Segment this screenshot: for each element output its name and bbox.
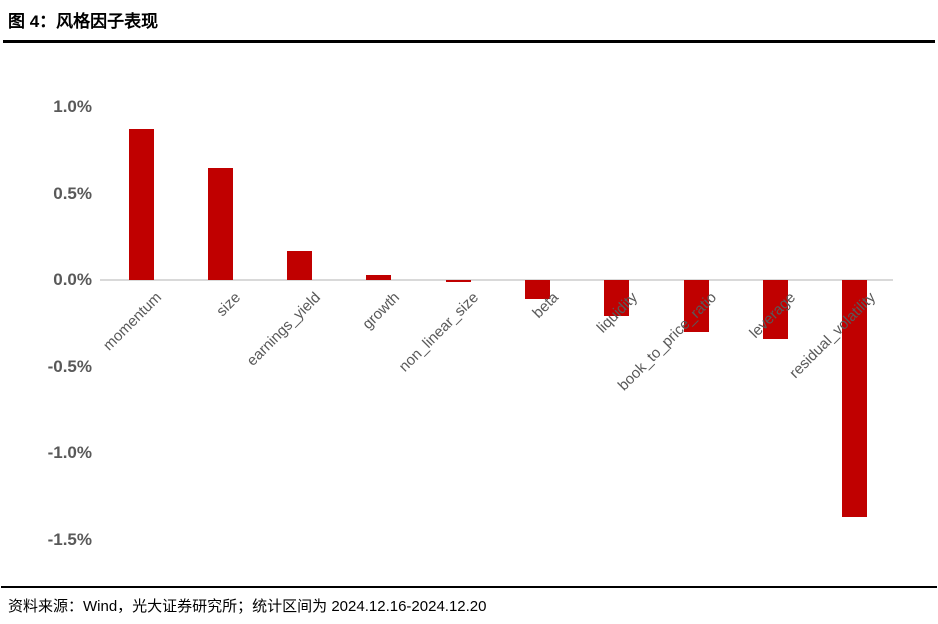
- bar-growth: [366, 274, 392, 280]
- x-tick-label-momentum: momentum: [99, 289, 166, 355]
- x-axis-line: [100, 279, 893, 281]
- bar-leverage: [762, 280, 788, 339]
- x-tick-label-size: size: [213, 289, 245, 320]
- title-rule: [3, 40, 935, 43]
- x-tick-label-earnings_yield: earnings_yield: [243, 289, 324, 370]
- bar-momentum: [128, 129, 154, 280]
- y-tick-label: 1.0%: [53, 97, 92, 116]
- y-tick-label: -1.5%: [47, 529, 92, 549]
- y-tick-label: 0.5%: [53, 183, 92, 203]
- y-tick-label: 0.0%: [53, 270, 92, 289]
- bar-non_linear_size: [445, 280, 471, 282]
- bar-chart: 1.0% 0.5% 0.0% -0.5% -1.0% -1.5% momentum size e…: [47, 97, 893, 549]
- figure-title: 图 4：风格因子表现: [8, 12, 159, 31]
- y-tick-label: -1.0%: [47, 443, 92, 462]
- footer-rule: [1, 586, 937, 588]
- x-tick-label-non_linear_size: non_linear_size: [395, 289, 483, 376]
- x-tick-label-growth: growth: [359, 289, 403, 333]
- source-note: 资料来源：Wind，光大证券研究所；统计区间为 2024.12.16-2024.…: [8, 598, 487, 615]
- y-tick-label: -0.5%: [47, 356, 92, 376]
- bar-earnings_yield: [287, 250, 313, 280]
- bar-residual_volatility: [842, 280, 868, 517]
- bar-book_to_price_ratio: [683, 280, 709, 332]
- bar-liquidity: [604, 280, 630, 317]
- bar-beta: [525, 280, 550, 300]
- bar-size: [207, 167, 233, 280]
